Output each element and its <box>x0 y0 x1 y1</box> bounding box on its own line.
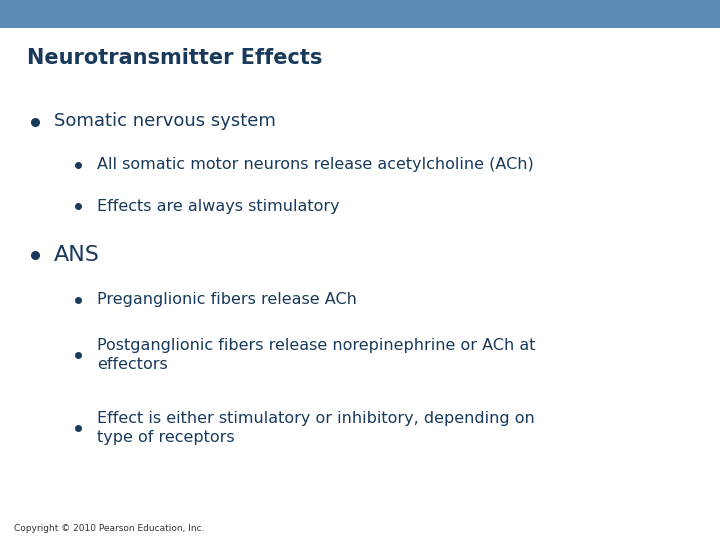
Text: Copyright © 2010 Pearson Education, Inc.: Copyright © 2010 Pearson Education, Inc. <box>14 524 205 532</box>
Text: Neurotransmitter Effects: Neurotransmitter Effects <box>27 48 323 68</box>
Text: Preganglionic fibers release ACh: Preganglionic fibers release ACh <box>97 292 357 307</box>
Text: Effect is either stimulatory or inhibitory, depending on
type of receptors: Effect is either stimulatory or inhibito… <box>97 410 535 445</box>
Text: Postganglionic fibers release norepinephrine or ACh at
effectors: Postganglionic fibers release norepineph… <box>97 338 536 373</box>
Text: Somatic nervous system: Somatic nervous system <box>54 112 276 131</box>
Bar <box>0 0 720 28</box>
Text: ANS: ANS <box>54 245 100 265</box>
Text: All somatic motor neurons release acetylcholine (ACh): All somatic motor neurons release acetyl… <box>97 157 534 172</box>
Text: Effects are always stimulatory: Effects are always stimulatory <box>97 199 340 214</box>
